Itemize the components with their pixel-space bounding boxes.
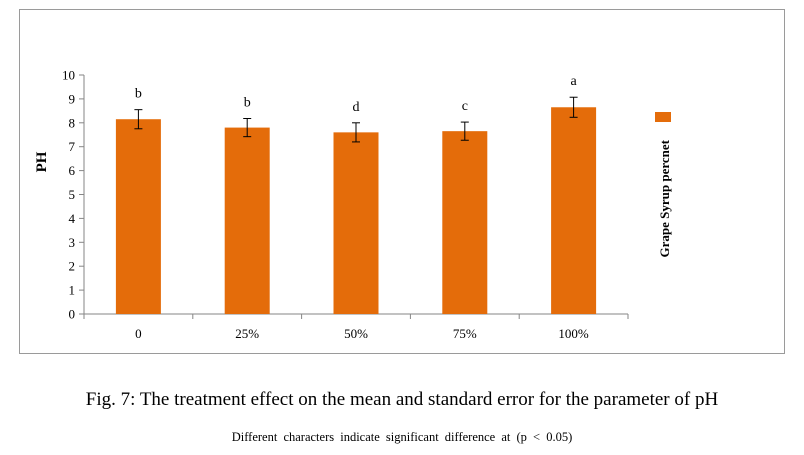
bar [333,132,379,314]
significance-letter: d [353,100,360,115]
y-tick-label: 3 [69,235,76,250]
bar-chart: 0 1 2 3 4 5 6 7 8 9 10 b 0 b 25% d 50% c 75% a 100% PH Grape S… [34,68,672,342]
y-tick-label: 10 [62,68,75,83]
y-axis-title: PH [34,151,50,172]
y-tick-label: 4 [69,211,76,226]
bar [551,107,597,314]
y-tick-label: 5 [69,187,76,202]
y-tick-label: 8 [69,115,76,130]
significance-letter: b [244,95,251,110]
legend-swatch [655,112,671,122]
significance-letter: a [570,74,577,89]
y-tick-label: 0 [69,307,76,322]
x-tick-label: 75% [453,326,477,341]
bar [224,127,270,314]
x-tick-label: 0 [135,326,142,341]
x-tick-label: 50% [344,326,368,341]
y-tick-label: 6 [69,163,76,178]
bar [442,131,488,314]
y-tick-label: 9 [69,91,76,106]
y-tick-label: 1 [69,283,76,298]
legend-label: Grape Syrup percnet [657,139,672,257]
x-tick-label: 100% [558,326,589,341]
significance-letter: b [135,87,142,102]
figure-caption: Fig. 7: The treatment effect on the mean… [85,389,719,410]
x-tick-label: 25% [235,326,259,341]
significance-note: Different characters indicate significan… [231,430,573,444]
chart-area: 0 1 2 3 4 5 6 7 8 9 10 b 0 b 25% d 50% c 75% a 100% PH Grape S… [19,9,785,354]
bar [115,119,161,314]
y-tick-label: 2 [69,259,76,274]
significance-letter: c [462,99,468,114]
y-tick-label: 7 [69,139,76,154]
